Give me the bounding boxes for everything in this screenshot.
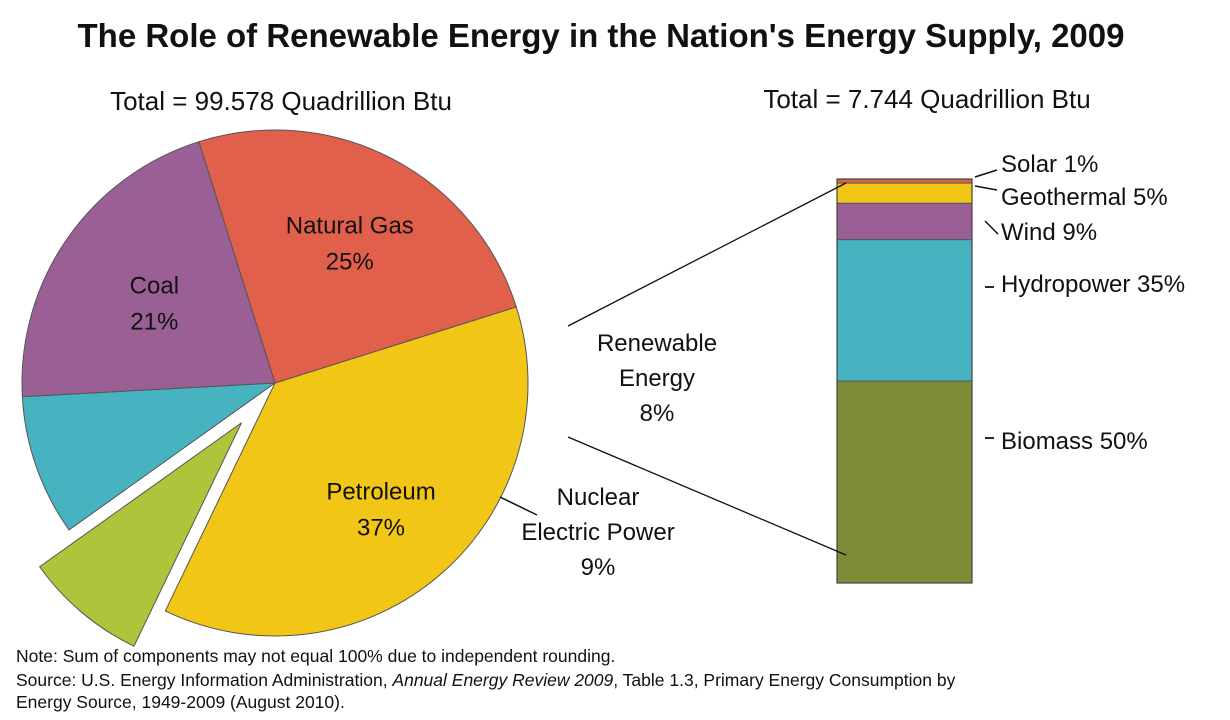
source-text: Source: U.S. Energy Information Administ…: [16, 669, 955, 691]
wind-leader: [984, 220, 999, 235]
bar-label-biomass: Biomass 50%: [1001, 428, 1148, 455]
pie-slice-renewable-energy: [38, 422, 242, 647]
source-prefix: Source: U.S. Energy Information Administ…: [16, 670, 393, 690]
pie-pct-natural-gas: 25%: [326, 248, 374, 275]
bar-subtitle: Total = 7.744 Quadrillion Btu: [763, 84, 1090, 114]
source-suffix: , Table 1.3, Primary Energy Consumption …: [613, 670, 956, 690]
pie-slice-natural-gas: [198, 129, 517, 384]
bar-segment-wind: [836, 202, 973, 241]
geothermal-leader: [974, 185, 998, 191]
pie-subtitle: Total = 99.578 Quadrillion Btu: [110, 86, 452, 116]
pie-pct-petroleum: 37%: [357, 514, 405, 541]
pie-slice-coal: [21, 141, 276, 398]
pie-label-nuclear-electric-power-line1: Nuclear: [557, 484, 640, 511]
bar-label-geothermal: Geothermal 5%: [1001, 184, 1168, 211]
pie-label-nuclear-electric-power-line2: Electric Power: [521, 519, 674, 546]
bar-segment-biomass: [836, 380, 973, 584]
nuclear-leader-line: [499, 496, 538, 516]
pie-label-renewable-energy-line2: Energy: [619, 365, 695, 392]
note-text: Note: Sum of components may not equal 10…: [16, 646, 616, 666]
chart-title: The Role of Renewable Energy in the Nati…: [78, 17, 1125, 54]
bar-label-hydropower: Hydropower 35%: [1001, 271, 1185, 298]
connector-line-top: [567, 182, 847, 327]
pie-label-renewable-energy-line1: Renewable: [597, 330, 717, 357]
pie-label-coal: Coal: [130, 272, 179, 299]
pie-label-natural-gas: Natural Gas: [286, 212, 414, 239]
source-text-line2: Energy Source, 1949-2009 (August 2010).: [16, 692, 345, 712]
pie-pct-coal: 21%: [130, 308, 178, 335]
connector-line-bottom: [567, 436, 847, 556]
source-italic: Annual Energy Review 2009: [392, 670, 614, 690]
pie-slice-nuclear-electric-power: [21, 382, 277, 531]
pie-label-petroleum: Petroleum: [326, 478, 435, 505]
bar-label-solar: Solar 1%: [1001, 151, 1098, 178]
bar-outline: [836, 178, 973, 584]
bar-segment-solar: [836, 178, 973, 184]
bar-label-wind: Wind 9%: [1001, 219, 1097, 246]
pie-pct-nuclear-electric-power: 9%: [581, 554, 616, 581]
pie-slice-petroleum: [164, 306, 529, 637]
pie-pct-renewable-energy: 8%: [640, 400, 675, 427]
bar-segment-hydropower: [836, 239, 973, 382]
bar-segment-geothermal: [836, 182, 973, 204]
solar-leader: [974, 169, 998, 178]
